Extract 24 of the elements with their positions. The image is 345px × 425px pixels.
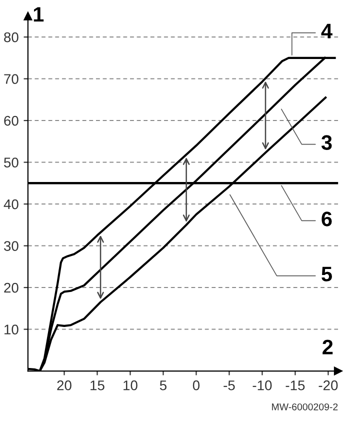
y-tick-label: 80 (4, 32, 18, 42)
x-tick-label: -5 (224, 380, 235, 390)
annotation: 5 (322, 266, 332, 282)
y-tick-label: 30 (4, 241, 18, 251)
y-axis-title: 1 (34, 7, 44, 22)
y-tick-label: 70 (4, 74, 18, 84)
x-tick-label: -15 (286, 380, 305, 390)
x-tick-label: -20 (318, 380, 338, 390)
y-tick-label: 20 (4, 282, 18, 293)
x-tick-label: 5 (160, 380, 167, 390)
y-tick-label: 10 (4, 324, 18, 334)
x-tick-label: 0 (192, 380, 200, 390)
annotation: 4 (321, 24, 332, 38)
x-tick-label: 20 (57, 380, 72, 390)
x-tick-label: 10 (124, 380, 138, 390)
x-axis-title: 2 (322, 340, 333, 354)
annotation: 3 (321, 135, 332, 150)
x-tick-label: -10 (252, 380, 272, 390)
annotation: 6 (322, 212, 332, 226)
text: MW-6000209-2 (272, 403, 338, 410)
y-tick-label: 50 (4, 158, 18, 168)
x-tick-label: 15 (90, 380, 104, 390)
y-tick-label: 40 (4, 199, 18, 210)
y-tick-label: 60 (4, 116, 18, 126)
